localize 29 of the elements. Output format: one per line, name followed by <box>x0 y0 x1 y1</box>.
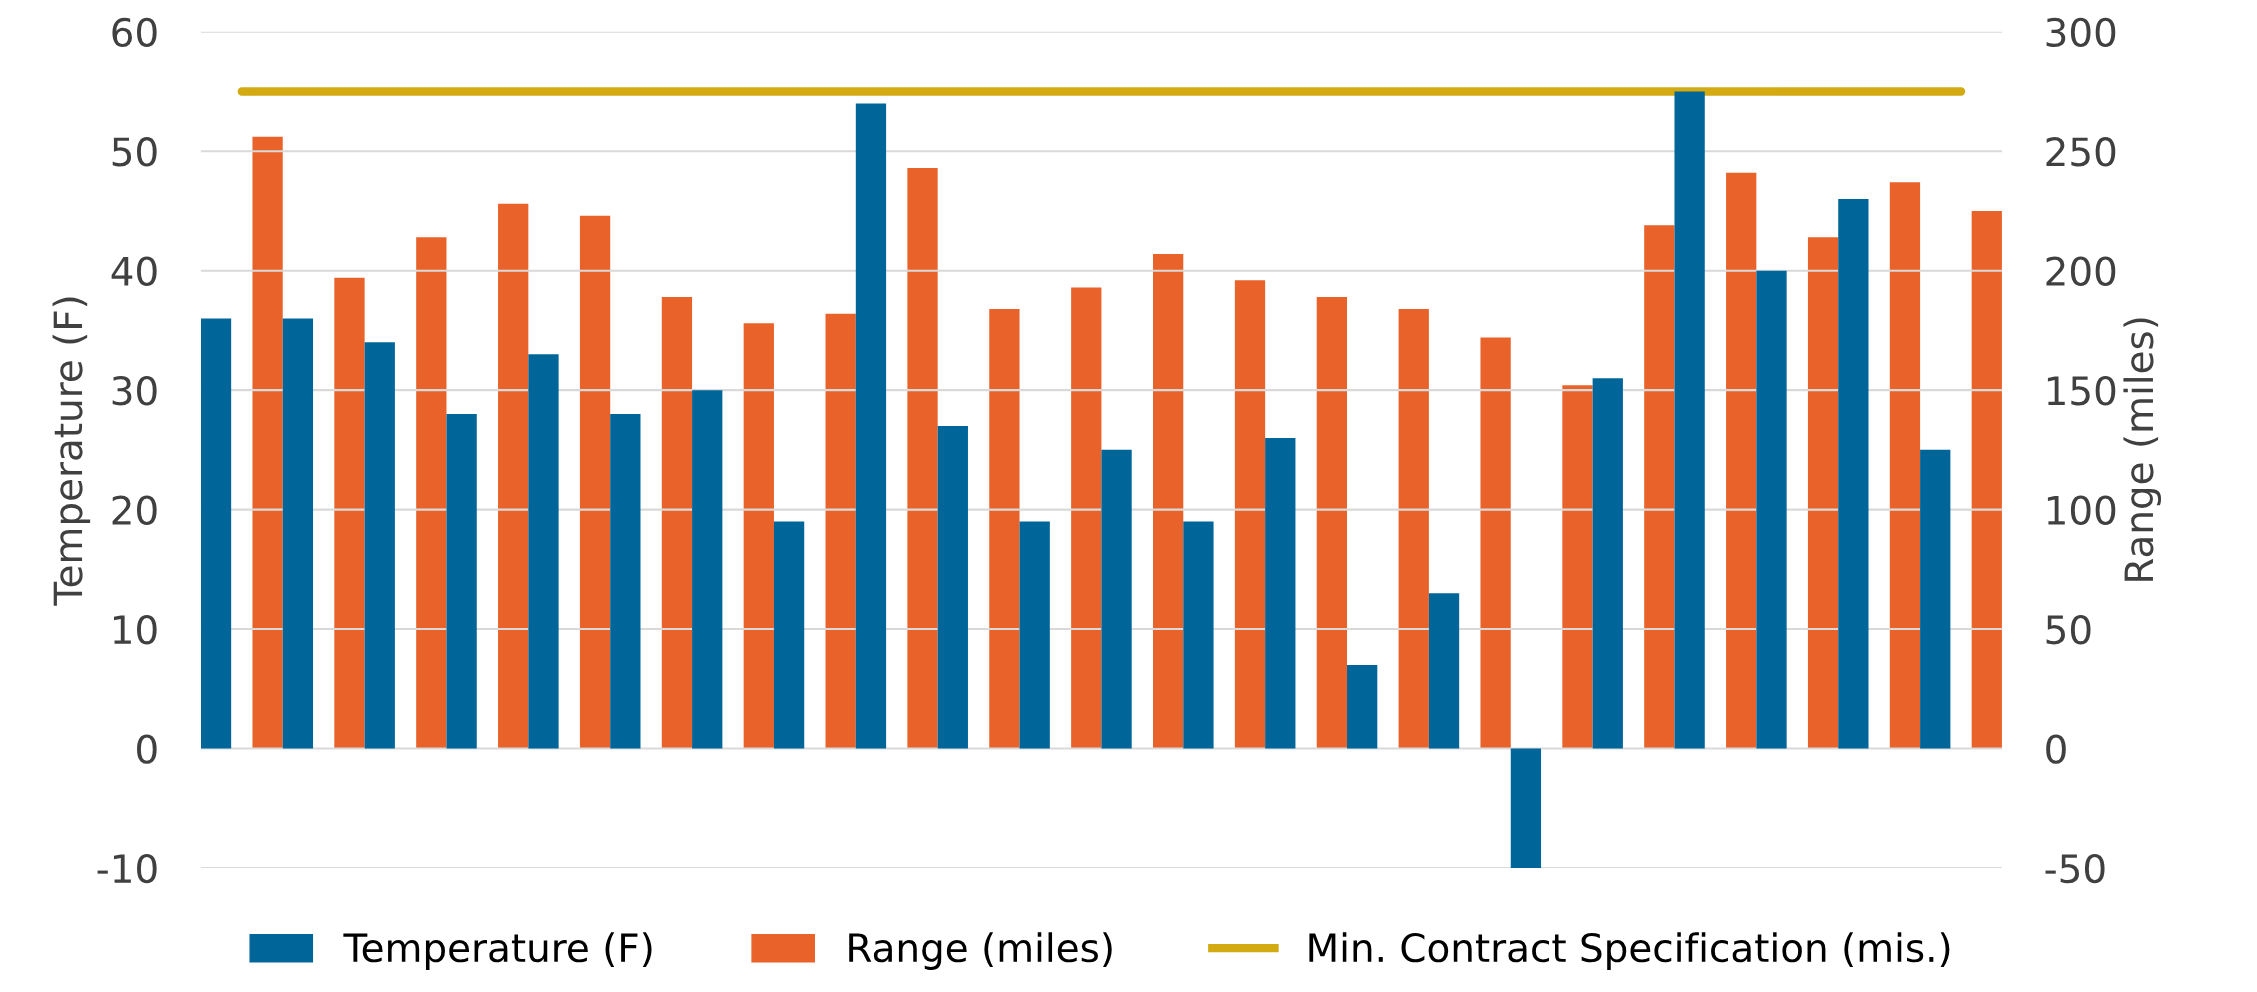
y2-tick-label: 0 <box>2046 734 2066 764</box>
y-tick-label: 50 <box>112 137 157 167</box>
y2-tick-label: 50 <box>2046 614 2091 645</box>
y2-tick-label: 100 <box>2047 495 2116 525</box>
y-tick-label: 60 <box>112 17 157 48</box>
y-tick-label: -10 <box>97 853 157 884</box>
y-tick-label: 30 <box>112 376 157 406</box>
bar <box>1510 748 1542 868</box>
bar <box>1316 296 1348 749</box>
y2-axis-title: Range (miles) <box>2123 318 2162 581</box>
y-tick-label: 0 <box>137 734 157 764</box>
legend-label: Temperature (F) <box>343 932 652 970</box>
legend-label: Min. Contract Specification (mis.) <box>1309 932 1950 970</box>
y-tick-label: 10 <box>113 614 157 645</box>
bar <box>1480 337 1511 749</box>
y2-tick-label: -50 <box>2045 853 2105 884</box>
bar <box>200 318 232 749</box>
y-axis-title: Temperature (F) <box>52 297 91 606</box>
y-tick-label: 20 <box>112 495 157 525</box>
legend-label: Range (miles) <box>849 932 1112 970</box>
bar <box>1347 664 1378 749</box>
y2-tick-label: 200 <box>2046 256 2116 286</box>
y2-tick-label: 150 <box>2047 376 2116 406</box>
bar <box>1971 210 2002 749</box>
y-tick-label: 40 <box>111 256 157 286</box>
y2-tick-label: 250 <box>2046 137 2116 167</box>
bar <box>1398 308 1429 749</box>
y2-tick-label: 300 <box>2046 17 2116 48</box>
bar <box>1152 253 1184 749</box>
